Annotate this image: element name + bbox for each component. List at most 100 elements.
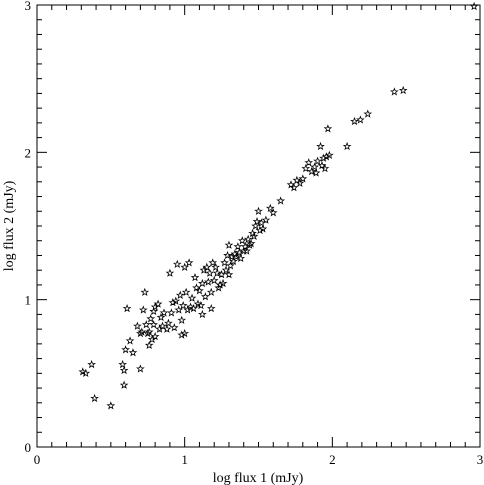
minor-ticks [37, 5, 480, 447]
x-tick-labels: 0 1 2 3 [34, 452, 484, 467]
x-tick-label: 1 [181, 452, 188, 467]
y-tick-label: 0 [25, 440, 32, 455]
data-point [261, 215, 271, 224]
data-point [144, 327, 154, 336]
data-point [180, 262, 190, 271]
data-point [307, 166, 317, 176]
data-point [218, 278, 228, 288]
data-point [206, 287, 216, 296]
data-point [168, 298, 178, 307]
data-point [310, 162, 319, 171]
data-point [146, 314, 156, 323]
data-point [258, 224, 268, 233]
data-point [149, 320, 159, 329]
data-point [226, 261, 235, 270]
data-point [313, 156, 322, 165]
data-point [251, 221, 260, 230]
major-ticks [36, 4, 481, 448]
data-point [319, 153, 328, 162]
data-point [155, 324, 164, 333]
data-point [229, 256, 238, 266]
y-axis-label: log flux 2 (mJy) [2, 180, 17, 271]
data-point [190, 273, 200, 282]
data-point [248, 228, 257, 238]
data-point [232, 252, 241, 261]
data-point [200, 292, 210, 301]
data-point [119, 380, 129, 389]
data-point [121, 345, 130, 354]
data-point [237, 236, 247, 245]
data-point [292, 175, 302, 185]
data-point [320, 163, 330, 173]
data-point [189, 303, 198, 313]
data-point [81, 368, 91, 378]
plot-frame [36, 4, 481, 448]
data-point [317, 161, 327, 170]
x-tick-label: 3 [477, 452, 484, 467]
y-tick-labels: 0 1 2 3 [25, 0, 32, 455]
data-point [164, 318, 173, 327]
data-point [198, 278, 207, 288]
data-point [220, 258, 229, 267]
data-point [265, 203, 275, 213]
data-point [133, 321, 142, 330]
data-point [177, 330, 187, 339]
data-point [122, 303, 132, 313]
data-point [175, 290, 185, 299]
data-point [242, 246, 252, 255]
data-point [192, 283, 201, 292]
y-tick-label: 1 [25, 293, 32, 308]
data-point [150, 302, 160, 311]
data-point [342, 141, 352, 151]
data-point [208, 258, 218, 267]
data-point [177, 315, 187, 324]
data-point [363, 109, 373, 118]
data-point [356, 115, 365, 124]
data-point [187, 293, 197, 302]
data-point [125, 336, 135, 345]
data-point [140, 287, 150, 296]
data-point [276, 196, 285, 205]
data-point [106, 401, 116, 410]
data-point [311, 168, 321, 177]
data-point [156, 312, 166, 322]
data-point [205, 268, 215, 277]
data-point [223, 250, 232, 260]
data-point [119, 365, 129, 375]
data-point [196, 300, 206, 310]
data-point [118, 359, 127, 369]
x-tick-label: 0 [34, 452, 41, 467]
data-point [180, 328, 190, 338]
data-point [203, 277, 213, 286]
data-point [90, 393, 99, 403]
data-point [316, 141, 325, 151]
data-point [209, 275, 219, 285]
data-point [322, 152, 331, 161]
x-axis-label: log flux 1 (mJy) [213, 471, 304, 485]
data-point [323, 124, 333, 133]
data-point [233, 242, 243, 251]
data-point [243, 234, 253, 243]
data-point [171, 296, 181, 305]
data-point [144, 340, 154, 350]
data-point [289, 183, 299, 192]
data-point [181, 287, 191, 296]
data-point [202, 262, 212, 271]
data-point [212, 268, 222, 277]
data-point [325, 150, 334, 159]
data-point [141, 320, 151, 329]
data-point [162, 324, 172, 333]
data-point [211, 262, 221, 271]
data-point [252, 217, 262, 226]
data-point [159, 308, 169, 317]
data-point [198, 309, 207, 319]
data-point [295, 178, 305, 187]
data-point [469, 1, 479, 11]
data-point [254, 206, 263, 215]
data-point [137, 327, 147, 336]
data-point [136, 364, 145, 373]
data-point [221, 265, 231, 274]
data-point [236, 253, 246, 263]
data-point [304, 158, 314, 167]
